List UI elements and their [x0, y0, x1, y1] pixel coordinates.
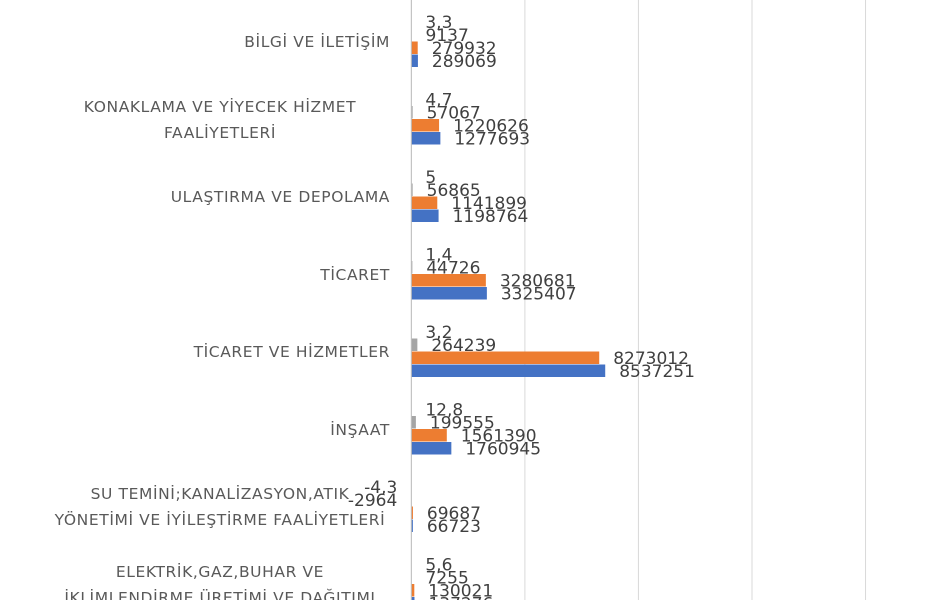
category-label-box: ULAŞTIRMA VE DEPOLAMA	[0, 184, 390, 210]
data-label: 1198764	[453, 207, 529, 227]
category-label: ELEKTRİK,GAZ,BUHAR VE İKLİMLENDİRME ÜRET…	[64, 562, 376, 600]
data-label: 5	[425, 168, 436, 188]
category-label: BİLGİ VE İLETİŞİM	[244, 33, 390, 51]
bar	[411, 416, 416, 429]
bar	[411, 519, 413, 532]
category-label-box: TİCARET	[0, 262, 390, 288]
data-label: 57067	[427, 103, 481, 123]
data-label: 8273012	[613, 349, 689, 369]
data-label: 44726	[426, 258, 480, 278]
bar	[411, 506, 413, 519]
category-label: ULAŞTIRMA VE DEPOLAMA	[170, 188, 390, 206]
data-label: 3325407	[501, 284, 577, 304]
data-label: 264239	[431, 336, 496, 356]
bar	[411, 338, 418, 351]
bar	[411, 597, 415, 600]
category-label-box: KONAKLAMA VE YİYECEK HİZMET FAALİYETLERİ	[0, 94, 390, 146]
data-label: 69687	[427, 504, 481, 524]
data-label: 3,3	[425, 13, 452, 33]
bar	[411, 584, 415, 597]
data-label: 1760945	[465, 439, 541, 459]
data-label: 9137	[426, 26, 469, 46]
data-label: 3280681	[500, 271, 576, 291]
bar	[411, 183, 413, 196]
bar	[411, 132, 441, 145]
category-label: KONAKLAMA VE YİYECEK HİZMET FAALİYETLERİ	[83, 97, 357, 142]
data-label: 1,4	[425, 245, 452, 265]
data-label: 1141899	[451, 194, 527, 214]
category-label: İNŞAAT	[330, 420, 390, 439]
category-label: TİCARET	[320, 265, 390, 284]
data-label: 12,8	[425, 400, 463, 420]
data-label: 137276	[428, 594, 493, 600]
category-label-box: TİCARET VE HİZMETLER	[0, 339, 390, 365]
data-label: 289069	[432, 52, 497, 72]
data-label: -4,3	[364, 478, 397, 498]
bar	[411, 261, 413, 274]
data-label: 4,7	[425, 90, 452, 110]
category-label: TİCARET VE HİZMETLER	[193, 343, 390, 361]
data-label: 56865	[427, 181, 481, 201]
category-label: SU TEMİNİ;KANALİZASYON,ATIK YÖNETİMİ VE …	[54, 485, 386, 529]
data-label: 1277693	[454, 129, 530, 149]
data-label: -2964	[348, 491, 397, 511]
data-label: 8537251	[619, 362, 695, 382]
bar	[411, 429, 447, 442]
data-label: 279932	[432, 39, 497, 59]
bar	[411, 106, 413, 119]
data-label: 3,2	[425, 323, 452, 343]
category-label-box: SU TEMİNİ;KANALİZASYON,ATIK YÖNETİMİ VE …	[0, 481, 390, 533]
bar	[411, 351, 600, 364]
bar	[411, 274, 486, 287]
bar	[411, 196, 438, 209]
data-label: 1220626	[453, 116, 529, 136]
bar	[411, 41, 418, 54]
data-label: 199555	[430, 413, 495, 433]
bar	[411, 209, 439, 222]
bar	[411, 287, 487, 300]
data-label: 130021	[428, 581, 493, 600]
bar	[411, 442, 452, 455]
data-label: 5,6	[425, 555, 452, 575]
bar	[411, 119, 440, 132]
data-label: 7255	[426, 568, 469, 588]
category-label-box: BİLGİ VE İLETİŞİM	[0, 29, 390, 55]
category-label-box: ELEKTRİK,GAZ,BUHAR VE İKLİMLENDİRME ÜRET…	[0, 559, 390, 600]
data-label: 1561390	[461, 426, 537, 446]
bar	[411, 54, 418, 67]
bar	[411, 364, 606, 377]
data-label: 66723	[427, 517, 481, 537]
category-label-box: İNŞAAT	[0, 417, 390, 443]
